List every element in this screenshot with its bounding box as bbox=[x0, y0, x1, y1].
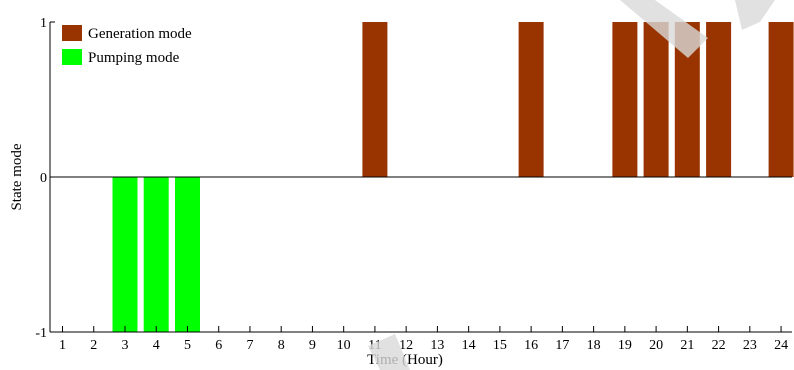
x-tick-label: 21 bbox=[680, 338, 694, 353]
x-tick-label: 24 bbox=[774, 338, 788, 353]
x-tick-label: 20 bbox=[649, 338, 663, 353]
generation-bar-hour-24 bbox=[768, 22, 794, 177]
legend-label-pumping: Pumping mode bbox=[88, 50, 180, 66]
x-tick-label: 3 bbox=[121, 338, 128, 353]
x-tick-label: 10 bbox=[337, 338, 351, 353]
generation-bar-hour-19 bbox=[612, 22, 638, 177]
x-tick-label: 13 bbox=[430, 338, 444, 353]
x-axis-label: Time (Hour) bbox=[367, 352, 443, 368]
x-tick-label: 5 bbox=[184, 338, 191, 353]
x-tick-label: 18 bbox=[587, 338, 601, 353]
generation-bar-hour-20 bbox=[643, 22, 669, 177]
x-ticks-group: 1 2 3 4 5 6 7 8 9 10 11 12 13 14 15 16 17 18 19 20 21 22 23 24 bbox=[59, 326, 788, 353]
y-tick-label: -1 bbox=[35, 326, 47, 341]
x-tick-label: 9 bbox=[309, 338, 316, 353]
x-tick-label: 11 bbox=[368, 338, 381, 353]
y-axis-label: State mode bbox=[9, 143, 25, 210]
x-tick-label: 1 bbox=[59, 338, 66, 353]
legend-swatch-pumping bbox=[62, 49, 82, 65]
x-tick-label: 4 bbox=[153, 338, 160, 353]
y-ticks-group: 1 0 -1 bbox=[35, 16, 55, 341]
pumping-bar-hour-4 bbox=[143, 177, 169, 332]
x-tick-label: 17 bbox=[555, 338, 569, 353]
x-tick-label: 2 bbox=[90, 338, 97, 353]
legend-label-generation: Generation mode bbox=[88, 26, 192, 42]
y-tick-label: 1 bbox=[40, 16, 47, 31]
legend-swatch-generation bbox=[62, 25, 82, 41]
pumping-bar-hour-5 bbox=[175, 177, 200, 332]
y-tick-label: 0 bbox=[40, 171, 47, 186]
x-tick-label: 8 bbox=[278, 338, 285, 353]
x-tick-label: 6 bbox=[215, 338, 222, 353]
x-tick-label: 19 bbox=[618, 338, 632, 353]
x-tick-label: 16 bbox=[524, 338, 538, 353]
x-tick-label: 15 bbox=[493, 338, 507, 353]
x-tick-label: 14 bbox=[462, 338, 476, 353]
x-tick-label: 12 bbox=[399, 338, 413, 353]
x-tick-label: 22 bbox=[712, 338, 726, 353]
generation-bar-hour-21 bbox=[674, 22, 700, 177]
legend: Generation mode Pumping mode bbox=[62, 25, 192, 66]
generation-bar-hour-11 bbox=[362, 22, 388, 177]
pumping-bar-hour-3 bbox=[112, 177, 138, 332]
x-tick-label: 23 bbox=[743, 338, 757, 353]
generation-bar-hour-22 bbox=[706, 22, 732, 177]
generation-bar-hour-16 bbox=[518, 22, 544, 177]
x-tick-label: 7 bbox=[246, 338, 253, 353]
